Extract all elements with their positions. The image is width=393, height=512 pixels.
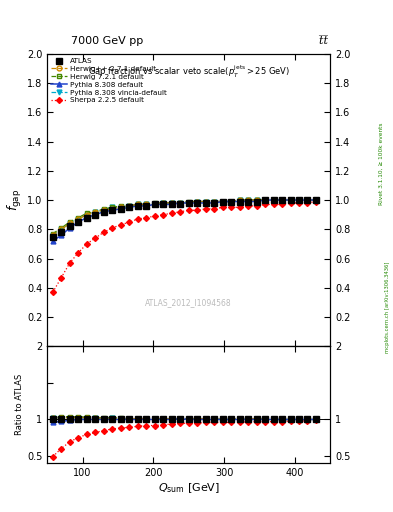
Legend: ATLAS, Herwig++ 2.7.1 default, Herwig 7.2.1 default, Pythia 8.308 default, Pythi: ATLAS, Herwig++ 2.7.1 default, Herwig 7.… bbox=[50, 57, 169, 105]
Text: 7000 GeV pp: 7000 GeV pp bbox=[71, 36, 143, 46]
Text: mcplots.cern.ch [arXiv:1306.3436]: mcplots.cern.ch [arXiv:1306.3436] bbox=[385, 262, 389, 353]
X-axis label: $Q_{\rm sum}$ [GeV]: $Q_{\rm sum}$ [GeV] bbox=[158, 481, 220, 495]
Y-axis label: Ratio to ATLAS: Ratio to ATLAS bbox=[15, 374, 24, 436]
Text: Rivet 3.1.10, ≥ 100k events: Rivet 3.1.10, ≥ 100k events bbox=[379, 122, 384, 205]
Text: t̅t̅: t̅t̅ bbox=[319, 36, 328, 46]
Y-axis label: $f_{\rm gap}$: $f_{\rm gap}$ bbox=[6, 189, 24, 211]
Text: Gap fraction vs scalar veto scale($p_T^{\rm jets}>25$ GeV): Gap fraction vs scalar veto scale($p_T^{… bbox=[88, 64, 290, 80]
Text: ATLAS_2012_I1094568: ATLAS_2012_I1094568 bbox=[145, 298, 232, 307]
